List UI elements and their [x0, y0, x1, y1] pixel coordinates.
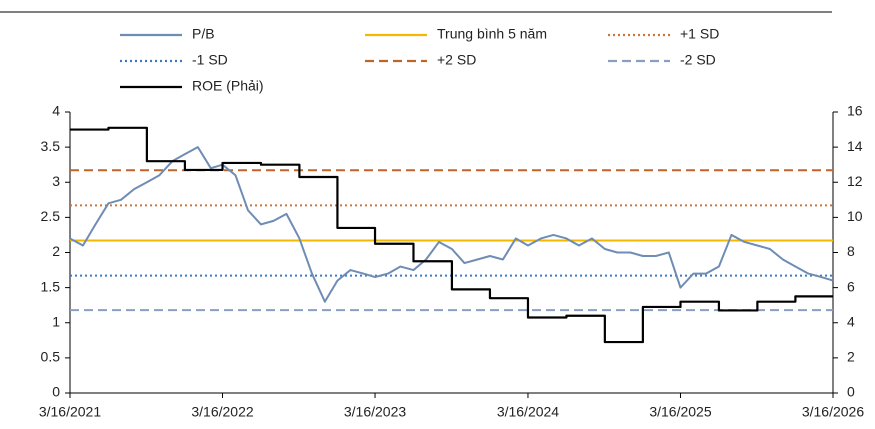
y-tick-label: 2.5	[41, 208, 61, 224]
y-tick-label: 3	[52, 173, 60, 189]
legend-label: P/B	[192, 26, 215, 42]
y-tick-label: 2	[52, 243, 60, 259]
legend-label: ROE (Phải)	[192, 78, 264, 94]
y2-tick-label: 6	[847, 278, 855, 294]
y2-tick-label: 8	[847, 243, 855, 259]
y2-tick-label: 12	[847, 173, 863, 189]
x-tick-label: 3/16/2022	[191, 404, 253, 420]
y2-tick-label: 10	[847, 208, 863, 224]
y2-tick-label: 2	[847, 349, 855, 365]
y-tick-label: 4	[52, 103, 60, 119]
legend-label: +1 SD	[680, 26, 719, 42]
x-tick-label: 3/16/2021	[39, 404, 101, 420]
roe-line	[70, 126, 833, 344]
x-tick-label: 3/16/2026	[802, 404, 864, 420]
y2-tick-label: 16	[847, 103, 863, 119]
y-tick-label: 3.5	[41, 138, 61, 154]
y-tick-label: 1.5	[41, 278, 61, 294]
y2-tick-label: 14	[847, 138, 863, 154]
legend-label: Trung bình 5 năm	[437, 26, 547, 42]
y-tick-label: 0.5	[41, 349, 61, 365]
y-tick-label: 0	[52, 384, 60, 400]
legend-label: +2 SD	[437, 52, 476, 68]
legend-label: -1 SD	[192, 52, 228, 68]
legend-label: -2 SD	[680, 52, 716, 68]
pb-line	[69, 146, 834, 303]
y2-tick-label: 4	[847, 313, 855, 329]
y2-tick-label: 0	[847, 384, 855, 400]
x-tick-label: 3/16/2024	[497, 404, 559, 420]
x-tick-label: 3/16/2023	[344, 404, 406, 420]
x-tick-label: 3/16/2025	[649, 404, 711, 420]
y-tick-label: 1	[52, 313, 60, 329]
